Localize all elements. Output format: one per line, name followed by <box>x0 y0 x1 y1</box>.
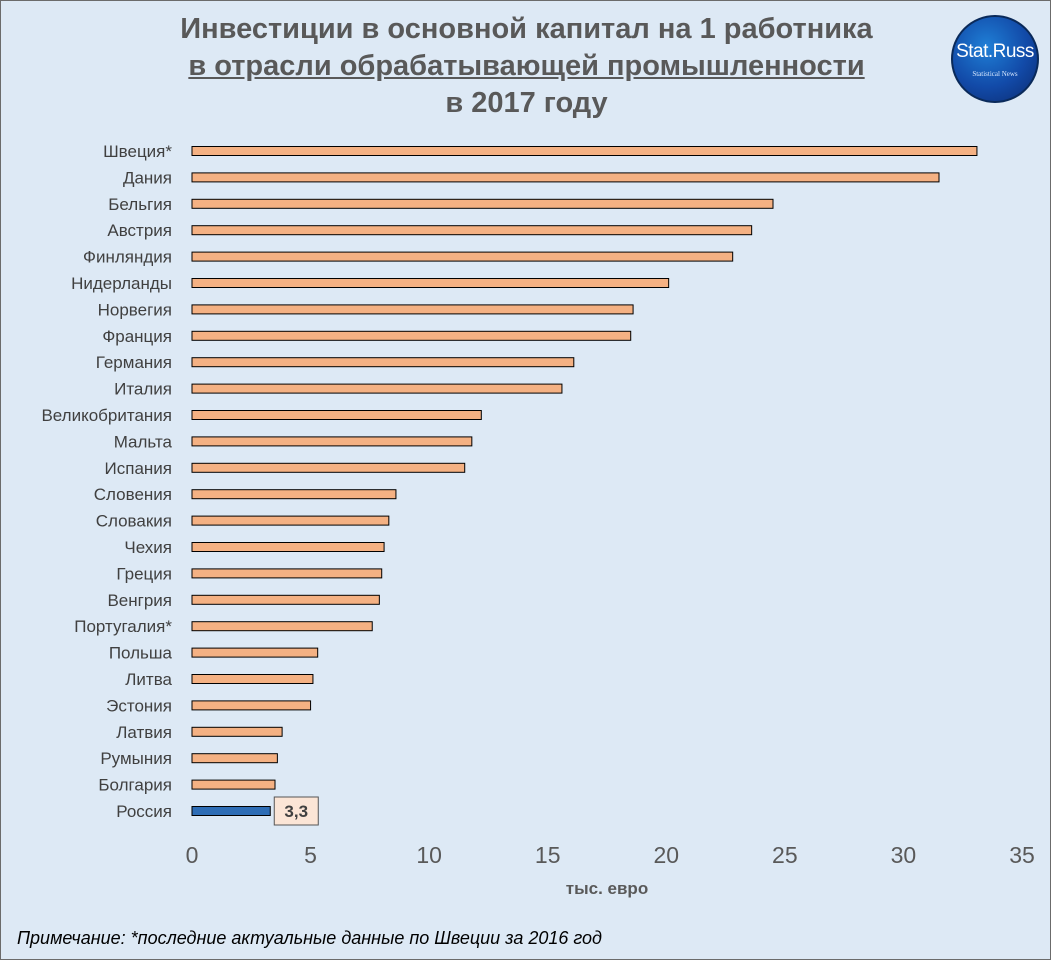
category-label: Дания <box>123 168 172 187</box>
bar-испания <box>191 462 466 473</box>
bar-германия <box>191 357 575 368</box>
bar-финляндия <box>191 251 734 262</box>
data-label: 3,3 <box>284 802 308 821</box>
title-line-3: в 2017 году <box>445 87 608 119</box>
category-label: Германия <box>96 353 172 372</box>
category-label: Литва <box>125 670 172 689</box>
bar-мальта <box>191 436 473 447</box>
bar-латвия <box>191 726 283 737</box>
category-label: Венгрия <box>107 591 172 610</box>
category-label: Франция <box>102 327 172 346</box>
data-label-box <box>273 796 319 826</box>
category-label: Австрия <box>107 221 172 240</box>
x-tick-label: 0 <box>186 842 199 868</box>
chart-title: Инвестиции в основной капитал на 1 работ… <box>1 11 1051 122</box>
logo-subtitle: Statistical News <box>972 70 1018 78</box>
bar-греция <box>191 568 383 579</box>
bar-франция <box>191 330 632 341</box>
footnote: Примечание: *последние актуальные данные… <box>17 928 603 948</box>
category-label: Испания <box>105 459 172 478</box>
statruss-logo: Stat.Russ Statistical News <box>951 15 1039 103</box>
category-label: Мальта <box>114 432 173 451</box>
bar-венгрия <box>191 594 380 605</box>
bar-италия <box>191 383 563 394</box>
bar-дания <box>191 172 940 183</box>
bar-португалия <box>191 621 373 632</box>
x-tick-label: 35 <box>1009 842 1035 868</box>
category-label: Словакия <box>96 512 172 531</box>
x-tick-label: 10 <box>416 842 442 868</box>
category-label: Португалия* <box>74 617 172 636</box>
x-tick-label: 25 <box>772 842 798 868</box>
bar-швеция <box>191 146 978 156</box>
bar-болгария <box>191 779 276 790</box>
category-label: Чехия <box>124 538 172 557</box>
category-label: Бельгия <box>108 195 172 214</box>
category-label: Нидерланды <box>71 274 172 293</box>
bar-великобритания <box>191 410 482 420</box>
category-label: Греция <box>116 564 172 583</box>
bar-норвегия <box>191 304 634 315</box>
category-label: Болгария <box>98 776 172 795</box>
bar-польша <box>191 647 319 658</box>
bar-нидерланды <box>191 278 670 288</box>
category-label: Италия <box>114 380 172 399</box>
category-label: Словения <box>94 485 172 504</box>
bar-россия <box>191 806 271 816</box>
x-tick-label: 5 <box>304 842 317 868</box>
bar-эстония <box>191 700 312 711</box>
category-label: Латвия <box>116 723 172 742</box>
x-axis-label: тыс. евро <box>566 879 648 898</box>
x-tick-label: 15 <box>535 842 561 868</box>
x-tick-label: 30 <box>891 842 917 868</box>
category-label: Россия <box>116 802 172 821</box>
title-line-1: Инвестиции в основной капитал на 1 работ… <box>180 13 873 45</box>
category-label: Норвегия <box>98 300 172 319</box>
title-line-2: в отрасли обрабатывающей промышленности <box>188 50 865 82</box>
category-label: Польша <box>109 644 173 663</box>
logo-text: Stat.Russ <box>956 41 1034 62</box>
x-tick-label: 20 <box>653 842 679 868</box>
category-label: Румыния <box>100 749 172 768</box>
bar-австрия <box>191 225 753 236</box>
bar-румыния <box>191 753 278 764</box>
bar-словения <box>191 489 397 500</box>
category-label: Швеция* <box>103 142 172 161</box>
category-label: Финляндия <box>83 248 172 267</box>
category-label: Великобритания <box>41 406 172 425</box>
bar-словакия <box>191 515 390 526</box>
bar-литва <box>191 674 314 684</box>
bar-бельгия <box>191 198 774 209</box>
category-label: Эстония <box>106 696 172 715</box>
bar-чехия <box>191 542 385 552</box>
